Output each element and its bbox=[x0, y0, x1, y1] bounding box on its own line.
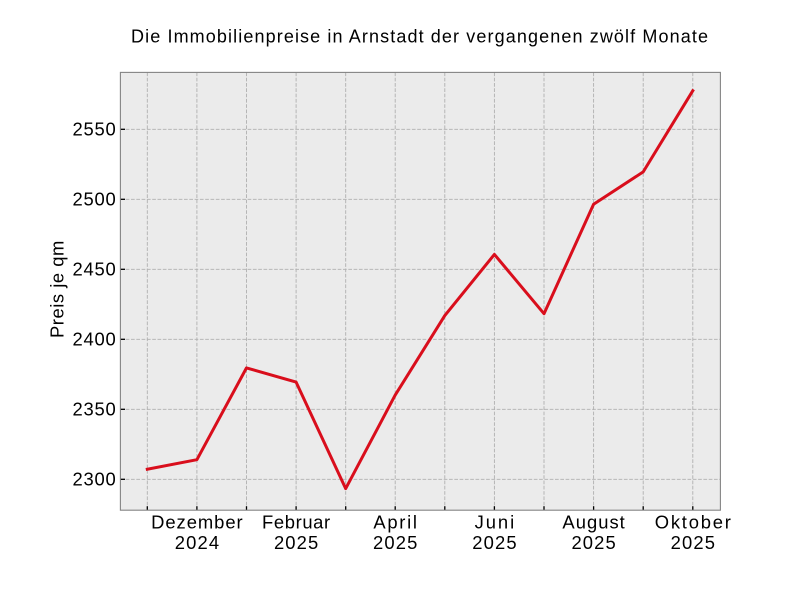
svg-text:April: April bbox=[373, 512, 417, 533]
svg-text:Februar: Februar bbox=[262, 512, 330, 533]
svg-text:2350: 2350 bbox=[73, 399, 116, 420]
svg-text:2400: 2400 bbox=[73, 329, 116, 350]
svg-text:August: August bbox=[562, 512, 624, 533]
svg-text:2550: 2550 bbox=[73, 119, 116, 140]
svg-text:2024: 2024 bbox=[175, 532, 219, 553]
svg-text:Preis je qm: Preis je qm bbox=[47, 241, 68, 338]
svg-text:Die Immobilienpreise in Arnsta: Die Immobilienpreise in Arnstadt der ver… bbox=[131, 27, 708, 47]
svg-text:Oktober: Oktober bbox=[655, 512, 731, 533]
svg-text:2025: 2025 bbox=[472, 532, 516, 553]
svg-text:2025: 2025 bbox=[671, 532, 715, 553]
svg-text:Dezember: Dezember bbox=[151, 512, 243, 533]
svg-text:2500: 2500 bbox=[73, 189, 116, 210]
svg-text:2450: 2450 bbox=[73, 259, 116, 280]
svg-text:2025: 2025 bbox=[274, 532, 318, 553]
svg-text:2300: 2300 bbox=[73, 469, 116, 490]
svg-text:2025: 2025 bbox=[571, 532, 615, 553]
svg-text:2025: 2025 bbox=[373, 532, 417, 553]
